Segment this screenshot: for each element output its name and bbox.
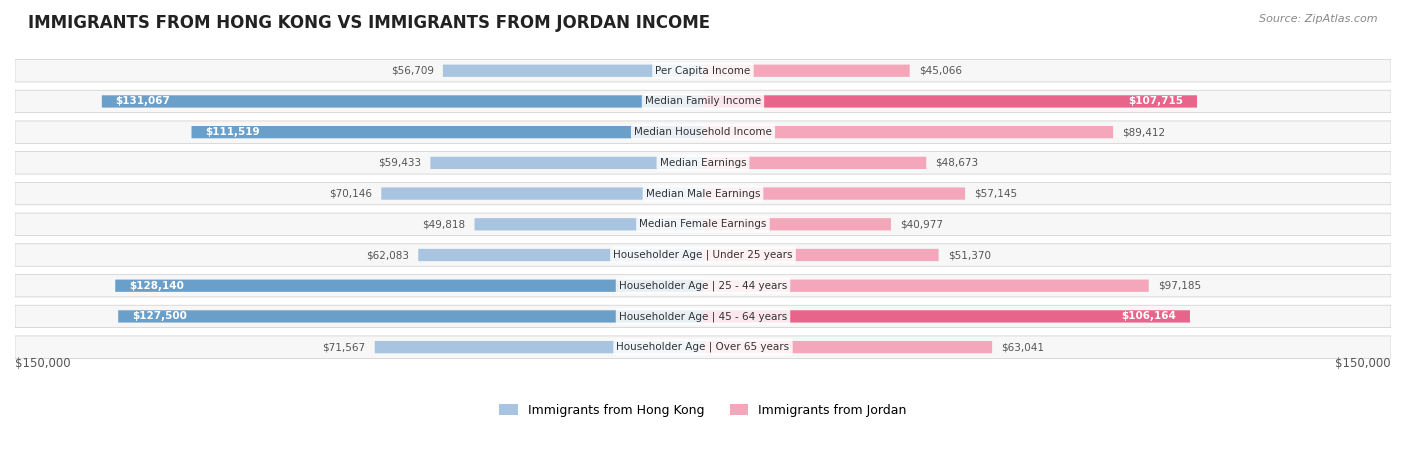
FancyBboxPatch shape: [703, 126, 1114, 138]
Text: $70,146: $70,146: [329, 189, 373, 198]
Text: $128,140: $128,140: [129, 281, 184, 291]
Text: $106,164: $106,164: [1122, 311, 1177, 321]
Text: Median Family Income: Median Family Income: [645, 97, 761, 106]
Legend: Immigrants from Hong Kong, Immigrants from Jordan: Immigrants from Hong Kong, Immigrants fr…: [495, 399, 911, 422]
Text: Householder Age | 45 - 64 years: Householder Age | 45 - 64 years: [619, 311, 787, 322]
Text: $62,083: $62,083: [366, 250, 409, 260]
Text: $51,370: $51,370: [948, 250, 991, 260]
FancyBboxPatch shape: [375, 341, 703, 353]
Text: $71,567: $71,567: [322, 342, 366, 352]
FancyBboxPatch shape: [15, 213, 1391, 235]
FancyBboxPatch shape: [15, 244, 1391, 266]
FancyBboxPatch shape: [15, 121, 1391, 143]
Text: $150,000: $150,000: [1336, 357, 1391, 370]
FancyBboxPatch shape: [703, 310, 1189, 323]
Text: $57,145: $57,145: [974, 189, 1018, 198]
Text: Householder Age | Over 65 years: Householder Age | Over 65 years: [616, 342, 790, 353]
Text: $97,185: $97,185: [1159, 281, 1201, 291]
Text: $45,066: $45,066: [920, 66, 962, 76]
Text: $56,709: $56,709: [391, 66, 433, 76]
FancyBboxPatch shape: [115, 280, 703, 292]
FancyBboxPatch shape: [703, 249, 939, 261]
Text: Householder Age | Under 25 years: Householder Age | Under 25 years: [613, 250, 793, 260]
FancyBboxPatch shape: [703, 341, 993, 353]
Text: Per Capita Income: Per Capita Income: [655, 66, 751, 76]
FancyBboxPatch shape: [381, 187, 703, 200]
Text: $48,673: $48,673: [935, 158, 979, 168]
FancyBboxPatch shape: [118, 310, 703, 323]
FancyBboxPatch shape: [15, 275, 1391, 297]
FancyBboxPatch shape: [703, 95, 1197, 107]
Text: $89,412: $89,412: [1122, 127, 1166, 137]
Text: $131,067: $131,067: [115, 97, 170, 106]
FancyBboxPatch shape: [15, 152, 1391, 174]
FancyBboxPatch shape: [15, 59, 1391, 82]
Text: Median Earnings: Median Earnings: [659, 158, 747, 168]
Text: $107,715: $107,715: [1128, 97, 1184, 106]
FancyBboxPatch shape: [474, 218, 703, 230]
Text: Householder Age | 25 - 44 years: Householder Age | 25 - 44 years: [619, 281, 787, 291]
Text: $127,500: $127,500: [132, 311, 187, 321]
FancyBboxPatch shape: [101, 95, 703, 107]
Text: Source: ZipAtlas.com: Source: ZipAtlas.com: [1260, 14, 1378, 24]
Text: $150,000: $150,000: [15, 357, 70, 370]
Text: $111,519: $111,519: [205, 127, 260, 137]
Text: $40,977: $40,977: [900, 219, 943, 229]
Text: $59,433: $59,433: [378, 158, 422, 168]
FancyBboxPatch shape: [430, 157, 703, 169]
FancyBboxPatch shape: [191, 126, 703, 138]
FancyBboxPatch shape: [418, 249, 703, 261]
Text: $49,818: $49,818: [422, 219, 465, 229]
Text: $63,041: $63,041: [1001, 342, 1045, 352]
FancyBboxPatch shape: [15, 90, 1391, 113]
Text: Median Female Earnings: Median Female Earnings: [640, 219, 766, 229]
Text: Median Male Earnings: Median Male Earnings: [645, 189, 761, 198]
FancyBboxPatch shape: [703, 157, 927, 169]
FancyBboxPatch shape: [443, 64, 703, 77]
FancyBboxPatch shape: [15, 336, 1391, 358]
FancyBboxPatch shape: [703, 280, 1149, 292]
FancyBboxPatch shape: [15, 305, 1391, 328]
FancyBboxPatch shape: [703, 218, 891, 230]
Text: Median Household Income: Median Household Income: [634, 127, 772, 137]
FancyBboxPatch shape: [15, 183, 1391, 205]
Text: IMMIGRANTS FROM HONG KONG VS IMMIGRANTS FROM JORDAN INCOME: IMMIGRANTS FROM HONG KONG VS IMMIGRANTS …: [28, 14, 710, 32]
FancyBboxPatch shape: [703, 187, 965, 200]
FancyBboxPatch shape: [703, 64, 910, 77]
